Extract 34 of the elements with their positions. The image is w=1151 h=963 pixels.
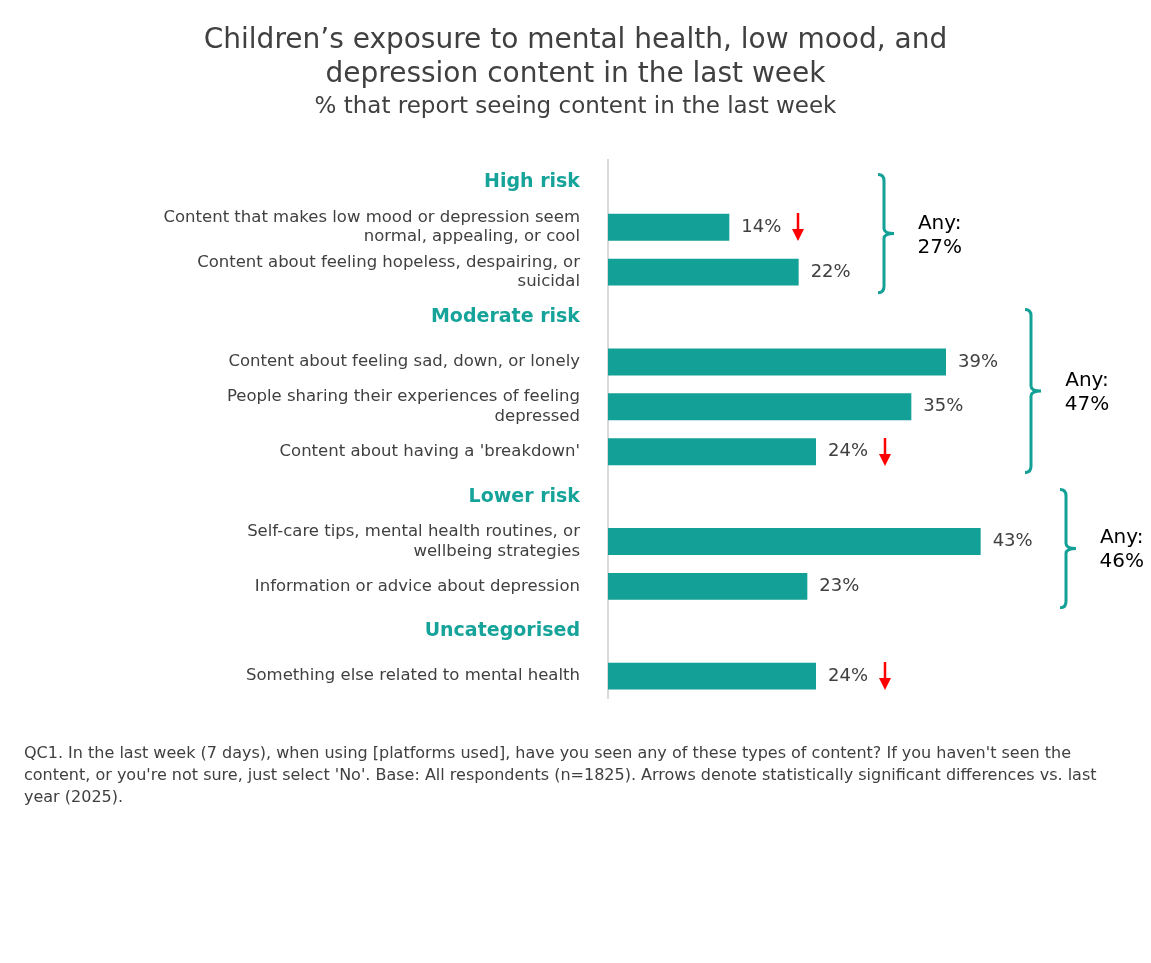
data-label: 24%: [828, 663, 869, 685]
bar: [608, 393, 912, 421]
y-tick-label: Information or advice about depression: [254, 575, 580, 595]
annotation: Any: 27%: [916, 209, 963, 258]
data-label: 24%: [828, 439, 869, 461]
bar: [608, 662, 816, 690]
bar: [608, 258, 799, 286]
y-tick-label: Content about feeling hopeless, despairing, or suicidal: [197, 251, 581, 291]
y-tick-label: Content about feeling sad, down, or lonely: [228, 351, 581, 371]
y-tick-label: Lower risk: [468, 483, 581, 506]
y-tick-label: Self-care tips, mental health routines, or wellbeing strategies: [247, 520, 581, 560]
y-tick-label: People sharing their experiences of feeling depressed: [226, 386, 580, 425]
y-tick-label: High risk: [484, 169, 581, 192]
bar: [608, 528, 981, 555]
y-tick-label: Something else related to mental health: [246, 665, 580, 685]
text: Any: 47%: [1063, 367, 1111, 416]
text: QC1. In the last week (7 days), when using [platforms used], have you seen any of these types of content? If you haven't seen the content, or you're not sure, just select 'No'. Base: All respondents (n=1825). Arrows denote statistically significant differences vs. last year (2025).: [23, 742, 1098, 808]
y-tick-label: Moderate risk: [430, 303, 581, 326]
data-label: 23%: [819, 574, 860, 596]
text: Any: 46%: [1098, 524, 1145, 573]
data-label: 22%: [810, 259, 851, 281]
y-tick-label: Content about having a 'breakdown': [279, 440, 580, 460]
data-label: 39%: [958, 349, 999, 371]
chart-subtitle: % that report seeing content in the last week: [313, 91, 838, 120]
bar: [608, 438, 816, 466]
y-tick-label: Uncategorised: [424, 618, 580, 641]
chart-title: Children’s exposure to mental health, low mood, and depression content in the last week: [202, 21, 949, 90]
y-tick-label: Content that makes low mood or depression seem normal, appealing, or cool: [163, 206, 580, 246]
bar: [608, 348, 946, 376]
data-label: 35%: [923, 394, 964, 416]
bar: [608, 572, 808, 600]
bar: [608, 213, 730, 241]
data-label: 14%: [741, 214, 782, 236]
data-label: 43%: [992, 529, 1033, 551]
